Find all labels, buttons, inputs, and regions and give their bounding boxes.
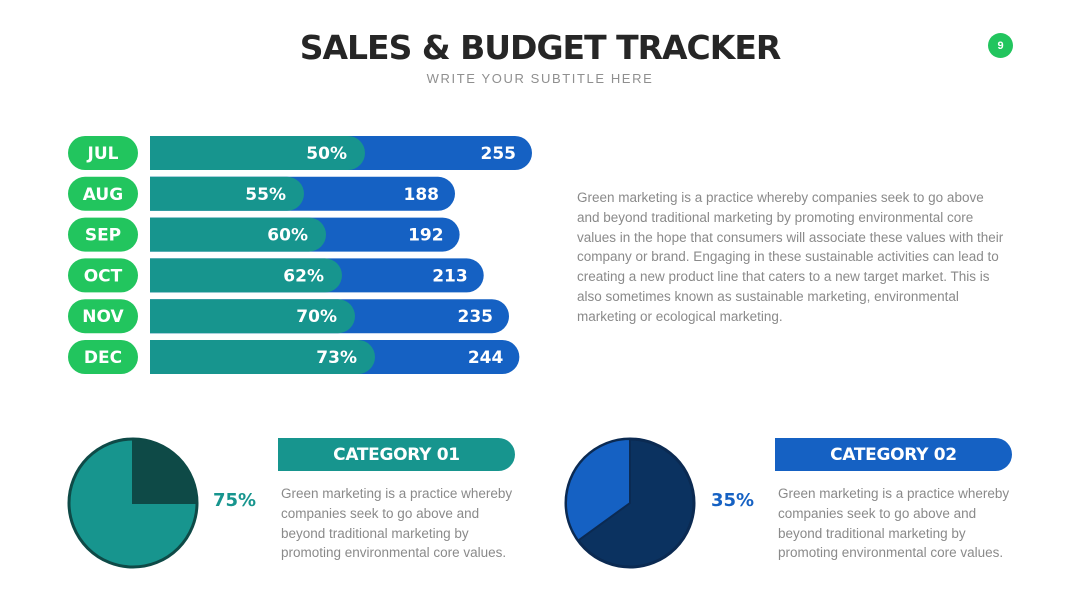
month-pill [68, 136, 138, 170]
month-pill [68, 217, 138, 252]
budget-value-label: 213 [432, 266, 468, 286]
category-02-text: Green marketing is a practice whereby co… [778, 486, 1010, 561]
percent-label: 55% [245, 185, 286, 205]
budget-value-label: 244 [468, 348, 504, 368]
percent-label: 50% [306, 144, 347, 164]
category-02-percent: 35% [711, 490, 755, 511]
percent-bar [150, 299, 355, 334]
category-02-header: CATEGORY 02 [775, 438, 1012, 471]
percent-bar [150, 258, 342, 293]
budget-value-label: 188 [404, 185, 440, 205]
page-title: SALES & BUDGET TRACKER [299, 28, 782, 67]
percent-bar [150, 176, 304, 211]
month-pill [68, 258, 138, 293]
month-label: SEP [85, 226, 121, 246]
category-01-header: CATEGORY 01 [278, 438, 515, 471]
percent-label: 73% [316, 348, 357, 368]
percent-bar [150, 340, 375, 374]
percent-label: 70% [296, 307, 337, 327]
month-pill [68, 340, 138, 374]
month-label: OCT [84, 266, 123, 286]
page-subtitle: WRITE YOUR SUBTITLE HERE [426, 71, 654, 86]
month-pill [68, 176, 138, 211]
percent-label: 60% [267, 226, 308, 246]
budget-value-label: 235 [458, 307, 494, 327]
month-label: JUL [87, 144, 119, 164]
page-number-badge: 9 [988, 33, 1013, 58]
percent-bar [150, 136, 365, 170]
month-pill [68, 299, 138, 334]
month-label: NOV [82, 307, 124, 327]
percent-bar [150, 217, 326, 252]
month-label: AUG [83, 185, 123, 205]
main-paragraph: Green marketing is a practice whereby co… [577, 190, 1004, 324]
budget-value-label: 192 [408, 226, 444, 246]
month-label: DEC [84, 348, 122, 368]
category-01-text: Green marketing is a practice whereby co… [281, 486, 513, 561]
percent-label: 62% [283, 266, 324, 286]
category-01-percent: 75% [213, 490, 257, 511]
budget-value-label: 255 [481, 144, 517, 164]
